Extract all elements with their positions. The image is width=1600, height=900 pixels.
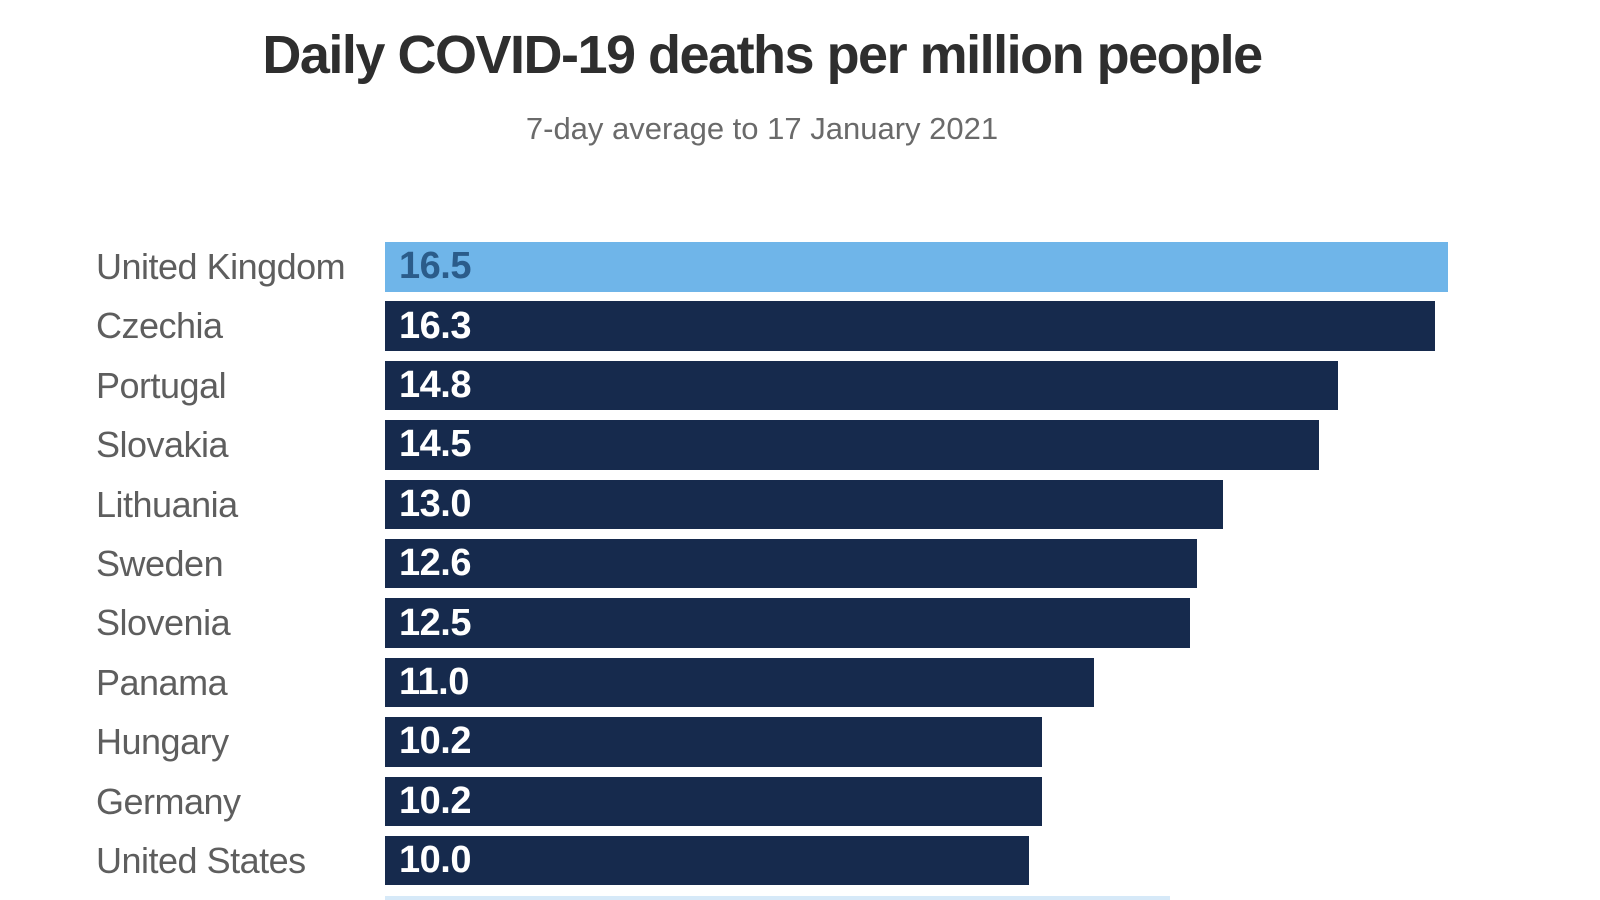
bar-track: 14.5 xyxy=(385,420,1460,470)
bar-track: 14.8 xyxy=(385,360,1460,411)
chart-row: Panama 11.0 xyxy=(0,657,1460,717)
value-label: 10.0 xyxy=(399,839,471,882)
chart-rows: United Kingdom 16.5 Czechia 16.3 Portugal 14.… xyxy=(0,242,1460,895)
country-label: Panama xyxy=(96,661,228,703)
chart-row: Slovenia 12.5 xyxy=(0,598,1460,657)
bar-track: 13.0 xyxy=(385,479,1460,530)
chart-row: United States 10.0 xyxy=(0,835,1460,895)
country-label: Portugal xyxy=(96,364,227,406)
country-label: Slovakia xyxy=(96,424,229,466)
bar-track: 10.2 xyxy=(385,717,1460,767)
country-label: Sweden xyxy=(96,542,224,584)
bar: 12.5 xyxy=(385,598,1191,648)
chart-row: Portugal 14.8 xyxy=(0,360,1460,420)
country-label: Lithuania xyxy=(96,483,238,525)
bar: 10.2 xyxy=(385,776,1043,827)
bar-track: 16.3 xyxy=(385,301,1460,351)
bar-track: 16.5 xyxy=(385,242,1460,292)
bar-chart: United Kingdom 16.5 Czechia 16.3 Portugal 14.… xyxy=(0,242,1460,895)
chart-row: Czechia 16.3 xyxy=(0,301,1460,360)
bar: 16.3 xyxy=(385,301,1436,351)
bar-track: 12.5 xyxy=(385,598,1460,648)
bar: 14.5 xyxy=(385,420,1320,470)
cropped-next-bar xyxy=(385,896,1170,900)
country-label: Germany xyxy=(96,780,241,822)
bar-track: 11.0 xyxy=(385,657,1460,708)
bar: 11.0 xyxy=(385,657,1094,708)
value-label: 14.5 xyxy=(399,423,471,466)
chart-row: Sweden 12.6 xyxy=(0,538,1460,598)
chart-title: Daily COVID-19 deaths per million people xyxy=(262,25,1263,85)
bar: 12.6 xyxy=(385,538,1197,589)
chart-row: Lithuania 13.0 xyxy=(0,479,1460,539)
bar: 10.2 xyxy=(385,717,1043,767)
bar-track: 10.0 xyxy=(385,835,1460,886)
value-label: 12.5 xyxy=(399,601,471,644)
value-label: 13.0 xyxy=(399,482,471,525)
chart-subtitle: 7-day average to 17 January 2021 xyxy=(525,111,999,146)
chart-header: Daily COVID-19 deaths per million people… xyxy=(0,24,1524,148)
country-label: Hungary xyxy=(96,721,229,763)
bar-track: 10.2 xyxy=(385,776,1460,827)
bar: 13.0 xyxy=(385,479,1223,530)
bar: 10.0 xyxy=(385,835,1030,886)
value-label: 12.6 xyxy=(399,542,471,585)
bar-highlighted: 16.5 xyxy=(385,242,1448,292)
chart-row: Slovakia 14.5 xyxy=(0,420,1460,479)
country-label: United Kingdom xyxy=(96,246,346,287)
value-label: 11.0 xyxy=(399,660,469,703)
chart-row: United Kingdom 16.5 xyxy=(0,242,1460,301)
country-label: Slovenia xyxy=(96,602,231,644)
chart-row: Germany 10.2 xyxy=(0,776,1460,836)
value-label: 14.8 xyxy=(399,364,471,407)
value-label: 10.2 xyxy=(399,720,471,763)
value-label: 10.2 xyxy=(399,779,471,822)
country-label: United States xyxy=(96,839,306,881)
value-label: 16.3 xyxy=(399,304,471,347)
bar: 14.8 xyxy=(385,360,1339,411)
value-label: 16.5 xyxy=(399,245,471,288)
bar-track: 12.6 xyxy=(385,538,1460,589)
country-label: Czechia xyxy=(96,305,223,347)
chart-row: Hungary 10.2 xyxy=(0,717,1460,776)
